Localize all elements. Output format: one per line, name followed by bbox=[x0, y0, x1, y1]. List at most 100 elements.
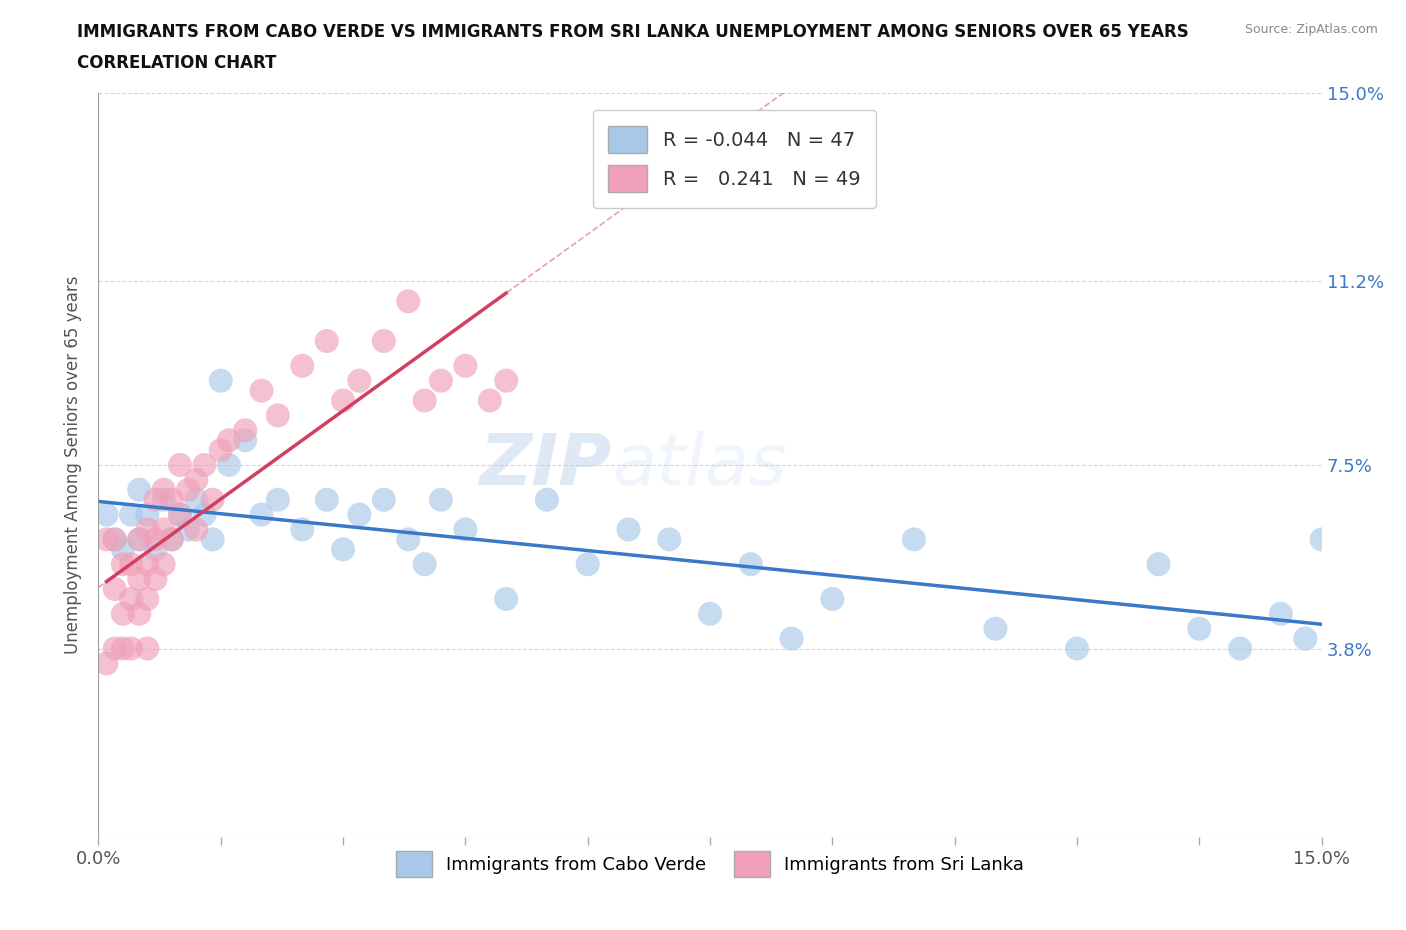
Point bbox=[454, 522, 477, 537]
Point bbox=[120, 591, 142, 606]
Point bbox=[186, 472, 208, 487]
Point bbox=[145, 532, 167, 547]
Point bbox=[495, 591, 517, 606]
Point bbox=[160, 492, 183, 507]
Point bbox=[201, 532, 224, 547]
Point bbox=[128, 532, 150, 547]
Point bbox=[1270, 606, 1292, 621]
Point bbox=[250, 383, 273, 398]
Point bbox=[152, 557, 174, 572]
Point bbox=[111, 542, 134, 557]
Point bbox=[903, 532, 925, 547]
Point bbox=[373, 492, 395, 507]
Point bbox=[1066, 641, 1088, 656]
Point bbox=[104, 532, 127, 547]
Point bbox=[96, 507, 118, 522]
Point bbox=[136, 591, 159, 606]
Point bbox=[128, 532, 150, 547]
Point bbox=[120, 507, 142, 522]
Point bbox=[267, 408, 290, 423]
Point bbox=[152, 492, 174, 507]
Point bbox=[658, 532, 681, 547]
Point bbox=[136, 507, 159, 522]
Point bbox=[111, 557, 134, 572]
Point bbox=[699, 606, 721, 621]
Point bbox=[128, 483, 150, 498]
Point bbox=[349, 373, 371, 388]
Point bbox=[136, 641, 159, 656]
Point bbox=[617, 522, 640, 537]
Text: ZIP: ZIP bbox=[479, 431, 612, 499]
Point bbox=[396, 532, 419, 547]
Point bbox=[291, 522, 314, 537]
Point bbox=[430, 492, 453, 507]
Point bbox=[193, 507, 215, 522]
Point bbox=[145, 572, 167, 587]
Point bbox=[145, 542, 167, 557]
Point bbox=[169, 458, 191, 472]
Point bbox=[250, 507, 273, 522]
Point bbox=[169, 507, 191, 522]
Point bbox=[160, 532, 183, 547]
Point bbox=[136, 557, 159, 572]
Point bbox=[96, 656, 118, 671]
Point bbox=[193, 458, 215, 472]
Point bbox=[104, 532, 127, 547]
Point bbox=[478, 393, 501, 408]
Point bbox=[349, 507, 371, 522]
Point bbox=[1188, 621, 1211, 636]
Text: Source: ZipAtlas.com: Source: ZipAtlas.com bbox=[1244, 23, 1378, 36]
Point bbox=[1310, 532, 1333, 547]
Point bbox=[536, 492, 558, 507]
Point bbox=[111, 606, 134, 621]
Point bbox=[267, 492, 290, 507]
Point bbox=[396, 294, 419, 309]
Point bbox=[430, 373, 453, 388]
Point bbox=[186, 522, 208, 537]
Point bbox=[332, 393, 354, 408]
Point bbox=[373, 334, 395, 349]
Point bbox=[454, 358, 477, 373]
Point bbox=[128, 606, 150, 621]
Point bbox=[576, 557, 599, 572]
Text: atlas: atlas bbox=[612, 431, 787, 499]
Point bbox=[177, 483, 200, 498]
Point bbox=[120, 557, 142, 572]
Point bbox=[1147, 557, 1170, 572]
Point bbox=[186, 492, 208, 507]
Point bbox=[152, 522, 174, 537]
Point bbox=[315, 334, 337, 349]
Point bbox=[780, 631, 803, 646]
Point bbox=[177, 522, 200, 537]
Point bbox=[128, 572, 150, 587]
Legend: Immigrants from Cabo Verde, Immigrants from Sri Lanka: Immigrants from Cabo Verde, Immigrants f… bbox=[388, 844, 1032, 883]
Point bbox=[136, 522, 159, 537]
Point bbox=[169, 507, 191, 522]
Point bbox=[413, 393, 436, 408]
Point bbox=[233, 423, 256, 438]
Point bbox=[209, 443, 232, 458]
Point bbox=[821, 591, 844, 606]
Point bbox=[104, 581, 127, 596]
Point bbox=[111, 641, 134, 656]
Point bbox=[218, 458, 240, 472]
Point bbox=[984, 621, 1007, 636]
Point bbox=[1229, 641, 1251, 656]
Point bbox=[145, 492, 167, 507]
Text: CORRELATION CHART: CORRELATION CHART bbox=[77, 54, 277, 72]
Point bbox=[201, 492, 224, 507]
Point bbox=[218, 432, 240, 447]
Point bbox=[413, 557, 436, 572]
Point bbox=[740, 557, 762, 572]
Point bbox=[120, 641, 142, 656]
Point bbox=[291, 358, 314, 373]
Point bbox=[96, 532, 118, 547]
Point bbox=[315, 492, 337, 507]
Text: IMMIGRANTS FROM CABO VERDE VS IMMIGRANTS FROM SRI LANKA UNEMPLOYMENT AMONG SENIO: IMMIGRANTS FROM CABO VERDE VS IMMIGRANTS… bbox=[77, 23, 1189, 41]
Y-axis label: Unemployment Among Seniors over 65 years: Unemployment Among Seniors over 65 years bbox=[65, 276, 83, 654]
Point bbox=[495, 373, 517, 388]
Point bbox=[209, 373, 232, 388]
Point bbox=[1294, 631, 1316, 646]
Point bbox=[233, 432, 256, 447]
Point bbox=[332, 542, 354, 557]
